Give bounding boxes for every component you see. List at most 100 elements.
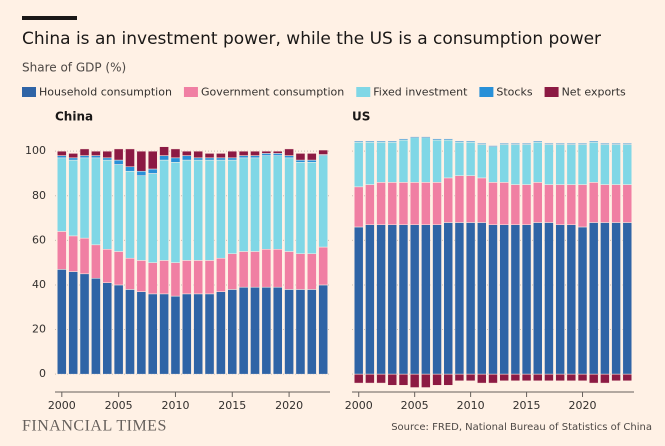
bar-segment xyxy=(182,155,192,161)
bar-segment xyxy=(566,143,577,145)
bar-segment xyxy=(295,153,306,161)
bar-segment xyxy=(365,373,375,384)
bar-segment xyxy=(555,373,565,382)
legend-swatch xyxy=(356,87,371,97)
bar-segment xyxy=(193,150,203,159)
bar-segment xyxy=(488,145,498,147)
bar-segment xyxy=(182,159,192,261)
bar-segment xyxy=(57,269,67,375)
x-tick-label: 2015 xyxy=(218,399,246,412)
bar-segment xyxy=(261,155,272,250)
bar-segment xyxy=(193,260,203,295)
bar-segment xyxy=(284,289,294,375)
legend-label: Household consumption xyxy=(39,86,172,99)
bar-segment xyxy=(136,260,147,292)
bar-segment xyxy=(170,295,181,375)
bar-segment xyxy=(307,153,317,161)
bar-segment xyxy=(622,373,633,382)
bar-segment xyxy=(510,144,521,185)
y-tick-label: 100 xyxy=(25,144,46,157)
bar-segment xyxy=(250,286,260,375)
bar-segment xyxy=(421,373,431,388)
bar-segment xyxy=(227,289,238,375)
bar-segment xyxy=(227,157,238,161)
bar-segment xyxy=(91,150,101,156)
bar-segment xyxy=(227,159,238,254)
bar-segment xyxy=(250,150,260,156)
bar-segment xyxy=(159,146,169,156)
chart-title: China is an investment power, while the … xyxy=(22,29,601,49)
bar-segment xyxy=(102,150,113,159)
bar-segment xyxy=(113,148,124,161)
bar-segment xyxy=(521,373,532,382)
bar-segment xyxy=(136,291,147,375)
bar-segment xyxy=(307,159,317,163)
bar-segment xyxy=(376,224,386,375)
bar-segment xyxy=(193,157,203,161)
bar-segment xyxy=(510,184,521,225)
bar-segment xyxy=(477,143,487,145)
bar-segment xyxy=(159,293,169,375)
bar-segment xyxy=(170,157,181,163)
bar-segment xyxy=(600,143,610,145)
bar-segment xyxy=(57,150,67,156)
bar-segment xyxy=(398,224,409,375)
bar-segment xyxy=(272,150,283,154)
bar-segment xyxy=(376,182,386,225)
bar-segment xyxy=(432,182,442,225)
bar-segment xyxy=(102,159,113,250)
bar-segment xyxy=(102,249,113,283)
bar-segment xyxy=(611,184,621,223)
bar-segment xyxy=(544,143,554,145)
bar-segment xyxy=(113,284,124,375)
bar-segment xyxy=(600,222,610,375)
bar-segment xyxy=(295,289,306,375)
bar-segment xyxy=(577,184,588,228)
bar-segment xyxy=(216,291,226,375)
x-tick-label: 2015 xyxy=(513,399,541,412)
bar-segment xyxy=(125,166,135,172)
bar-segment xyxy=(272,249,283,288)
bar-segment xyxy=(409,137,420,183)
bar-segment xyxy=(159,155,169,161)
x-tick-label: 2000 xyxy=(345,399,373,412)
bar-segment xyxy=(79,157,90,239)
x-tick-label: 2010 xyxy=(161,399,189,412)
bar-segment xyxy=(159,159,169,261)
bar-segment xyxy=(204,260,215,295)
bar-segment xyxy=(250,155,260,159)
bar-segment xyxy=(261,153,272,156)
bar-segment xyxy=(216,257,226,292)
bar-segment xyxy=(544,373,554,382)
y-tick-label: 80 xyxy=(32,189,46,202)
bar-segment xyxy=(488,224,498,375)
bar-segment xyxy=(409,224,420,375)
bar-segment xyxy=(147,262,158,295)
bar-segment xyxy=(588,141,599,183)
x-tick-label: 2005 xyxy=(105,399,133,412)
bar-segment xyxy=(622,184,633,223)
y-tick-label: 40 xyxy=(32,278,46,291)
bar-segment xyxy=(611,373,621,382)
bar-segment xyxy=(398,182,409,225)
bar-segment xyxy=(353,141,364,188)
bar-segment xyxy=(510,224,521,375)
source: Source: FRED, National Bureau of Statist… xyxy=(391,422,652,433)
legend-swatch xyxy=(544,87,559,97)
bar-segment xyxy=(113,251,124,286)
bar-segment xyxy=(216,153,226,159)
bar-segment xyxy=(170,148,181,159)
bar-segment xyxy=(295,162,306,254)
bar-segment xyxy=(238,157,249,252)
bar-segment xyxy=(432,138,442,141)
bar-segment xyxy=(421,137,431,183)
bar-segment xyxy=(353,373,364,384)
bar-segment xyxy=(353,140,364,143)
bar-segment xyxy=(465,141,476,176)
bar-segment xyxy=(432,139,442,183)
bar-segment xyxy=(136,150,147,172)
bar-segment xyxy=(622,144,633,185)
bar-segment xyxy=(318,284,328,375)
bar-segment xyxy=(250,157,260,252)
